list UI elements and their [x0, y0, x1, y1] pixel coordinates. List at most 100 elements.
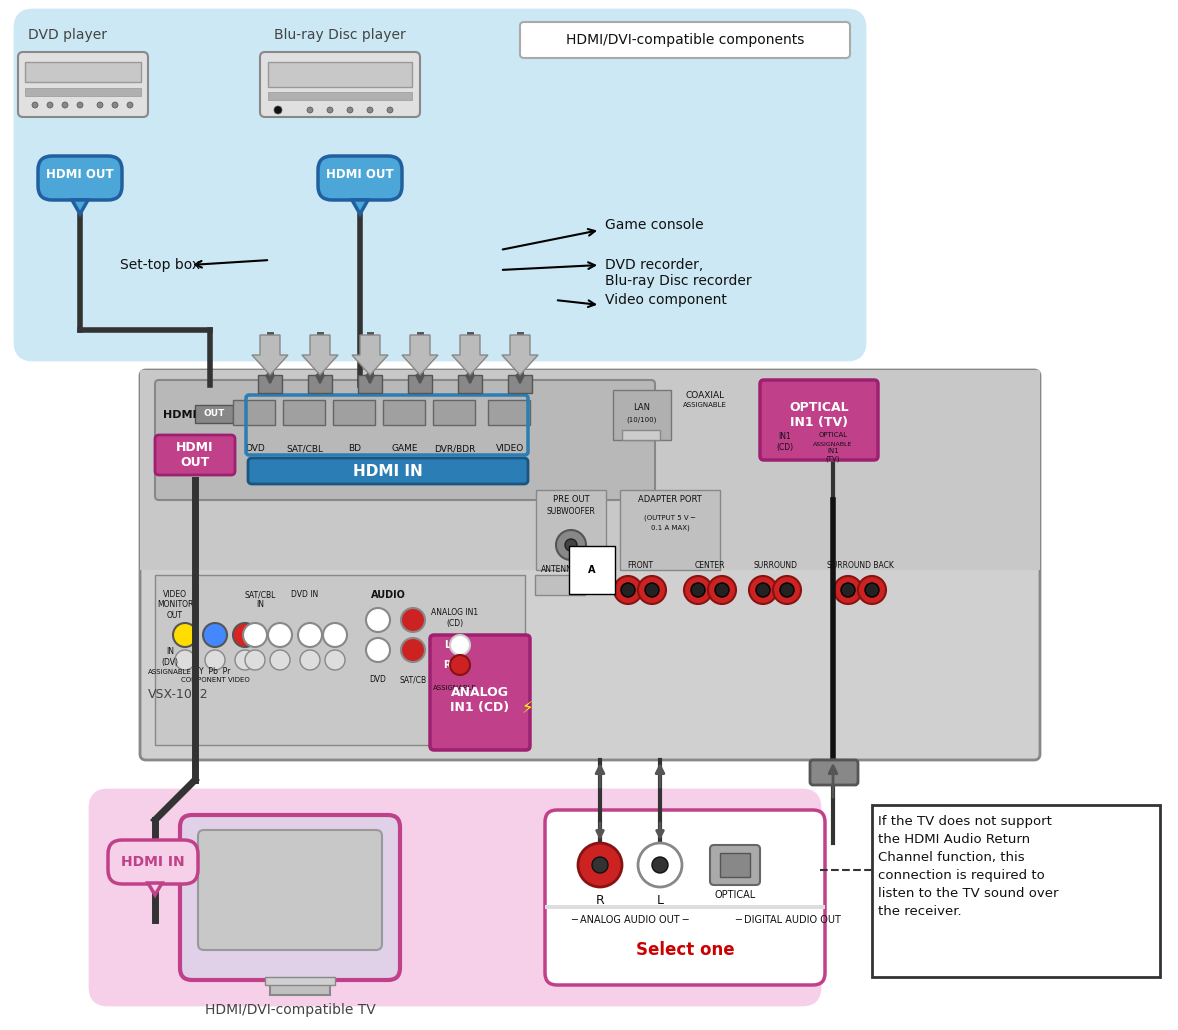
Text: SAT/CBL: SAT/CBL [286, 444, 324, 453]
Circle shape [243, 623, 267, 647]
Text: DVD recorder,
Blu-ray Disc recorder: DVD recorder, Blu-ray Disc recorder [605, 258, 752, 288]
Text: R: R [596, 893, 604, 906]
Bar [622, 430, 660, 440]
Text: HDMI
OUT: HDMI OUT [177, 441, 213, 469]
Circle shape [97, 102, 102, 108]
Text: DVD IN: DVD IN [291, 590, 318, 599]
Bar [155, 575, 525, 745]
FancyBboxPatch shape [198, 830, 382, 950]
Text: COAXIAL: COAXIAL [686, 390, 724, 400]
Text: L: L [444, 640, 450, 650]
Text: GAME: GAME [392, 444, 418, 453]
FancyBboxPatch shape [155, 380, 655, 500]
FancyBboxPatch shape [18, 52, 148, 117]
Text: SUBWOOFER: SUBWOOFER [547, 508, 595, 516]
Text: ─ ANALOG AUDIO OUT ─: ─ ANALOG AUDIO OUT ─ [571, 915, 689, 925]
Text: ANTENNA: ANTENNA [541, 565, 578, 575]
Circle shape [638, 576, 666, 604]
Text: If the TV does not support
the HDMI Audio Return
Channel function, this
connecti: If the TV does not support the HDMI Audi… [878, 815, 1059, 918]
Bar [536, 490, 605, 570]
Circle shape [233, 623, 257, 647]
Circle shape [691, 583, 704, 597]
Text: ASSIGNABLE: ASSIGNABLE [148, 670, 192, 675]
Bar [258, 375, 282, 393]
Circle shape [450, 636, 470, 655]
Text: DVD: DVD [245, 444, 265, 453]
Text: IN1
(CD): IN1 (CD) [776, 433, 794, 452]
Bar [535, 575, 585, 595]
Bar [508, 375, 532, 393]
Text: DVR/BDR: DVR/BDR [435, 444, 476, 453]
Bar [25, 88, 141, 96]
Circle shape [173, 623, 197, 647]
Text: Set-top box: Set-top box [120, 258, 200, 272]
FancyBboxPatch shape [710, 845, 760, 885]
Text: OPTICAL
IN1 (TV): OPTICAL IN1 (TV) [789, 401, 849, 430]
Circle shape [323, 623, 348, 647]
Circle shape [593, 857, 608, 873]
Text: R: R [443, 660, 451, 670]
Circle shape [388, 107, 393, 113]
Circle shape [47, 102, 53, 108]
Text: DVD: DVD [370, 676, 386, 685]
Text: OPTICAL: OPTICAL [819, 432, 847, 438]
Text: Blu-ray Disc player: Blu-ray Disc player [274, 28, 406, 42]
Bar [269, 92, 412, 100]
Text: COMPONENT VIDEO: COMPONENT VIDEO [180, 677, 250, 683]
Bar [720, 853, 750, 877]
Text: VIDEO: VIDEO [496, 444, 524, 453]
Text: ADAPTER PORT: ADAPTER PORT [638, 495, 702, 505]
Bar [196, 405, 233, 423]
Circle shape [621, 583, 635, 597]
Text: SAT/CB: SAT/CB [399, 676, 426, 685]
Text: CENTER: CENTER [695, 560, 726, 570]
Circle shape [300, 650, 320, 670]
Bar [810, 427, 855, 457]
Circle shape [32, 102, 38, 108]
FancyBboxPatch shape [430, 636, 530, 750]
Bar [408, 375, 432, 393]
Polygon shape [352, 200, 368, 214]
Text: AUDIO: AUDIO [371, 590, 405, 600]
Circle shape [556, 530, 585, 560]
Text: BD: BD [349, 444, 362, 453]
FancyBboxPatch shape [180, 815, 401, 980]
Circle shape [127, 102, 133, 108]
Bar [233, 400, 274, 425]
Circle shape [62, 102, 68, 108]
Bar [25, 62, 141, 82]
Circle shape [327, 107, 333, 113]
Bar [488, 400, 530, 425]
Text: 0.1 A MAX): 0.1 A MAX) [650, 524, 689, 531]
Text: VIDEO
MONITOR
OUT: VIDEO MONITOR OUT [157, 590, 193, 620]
Text: Y  Pb  Pr: Y Pb Pr [199, 667, 231, 677]
FancyBboxPatch shape [810, 760, 858, 785]
Text: IN
(DV): IN (DV) [161, 647, 179, 666]
Circle shape [307, 107, 313, 113]
Circle shape [646, 583, 659, 597]
Circle shape [715, 583, 729, 597]
Text: PRE OUT: PRE OUT [552, 495, 589, 505]
Circle shape [270, 650, 290, 670]
FancyBboxPatch shape [140, 370, 1040, 760]
Bar [140, 370, 1040, 570]
Circle shape [614, 576, 642, 604]
Text: OPTICAL: OPTICAL [714, 890, 755, 900]
Circle shape [749, 576, 777, 604]
Text: ASSIGNABLE: ASSIGNABLE [813, 443, 853, 447]
Text: ASSIGNABLE: ASSIGNABLE [434, 685, 477, 691]
Text: (10/100): (10/100) [627, 417, 657, 423]
Bar [333, 400, 375, 425]
Polygon shape [302, 335, 338, 375]
Text: Game console: Game console [605, 218, 703, 232]
Text: OUT: OUT [204, 410, 225, 418]
Text: HDMI OUT: HDMI OUT [46, 169, 114, 181]
Circle shape [298, 623, 322, 647]
Circle shape [245, 650, 265, 670]
Circle shape [834, 576, 862, 604]
Text: SURROUND: SURROUND [753, 560, 798, 570]
Circle shape [325, 650, 345, 670]
Bar [545, 905, 825, 909]
Circle shape [708, 576, 736, 604]
Circle shape [684, 576, 712, 604]
